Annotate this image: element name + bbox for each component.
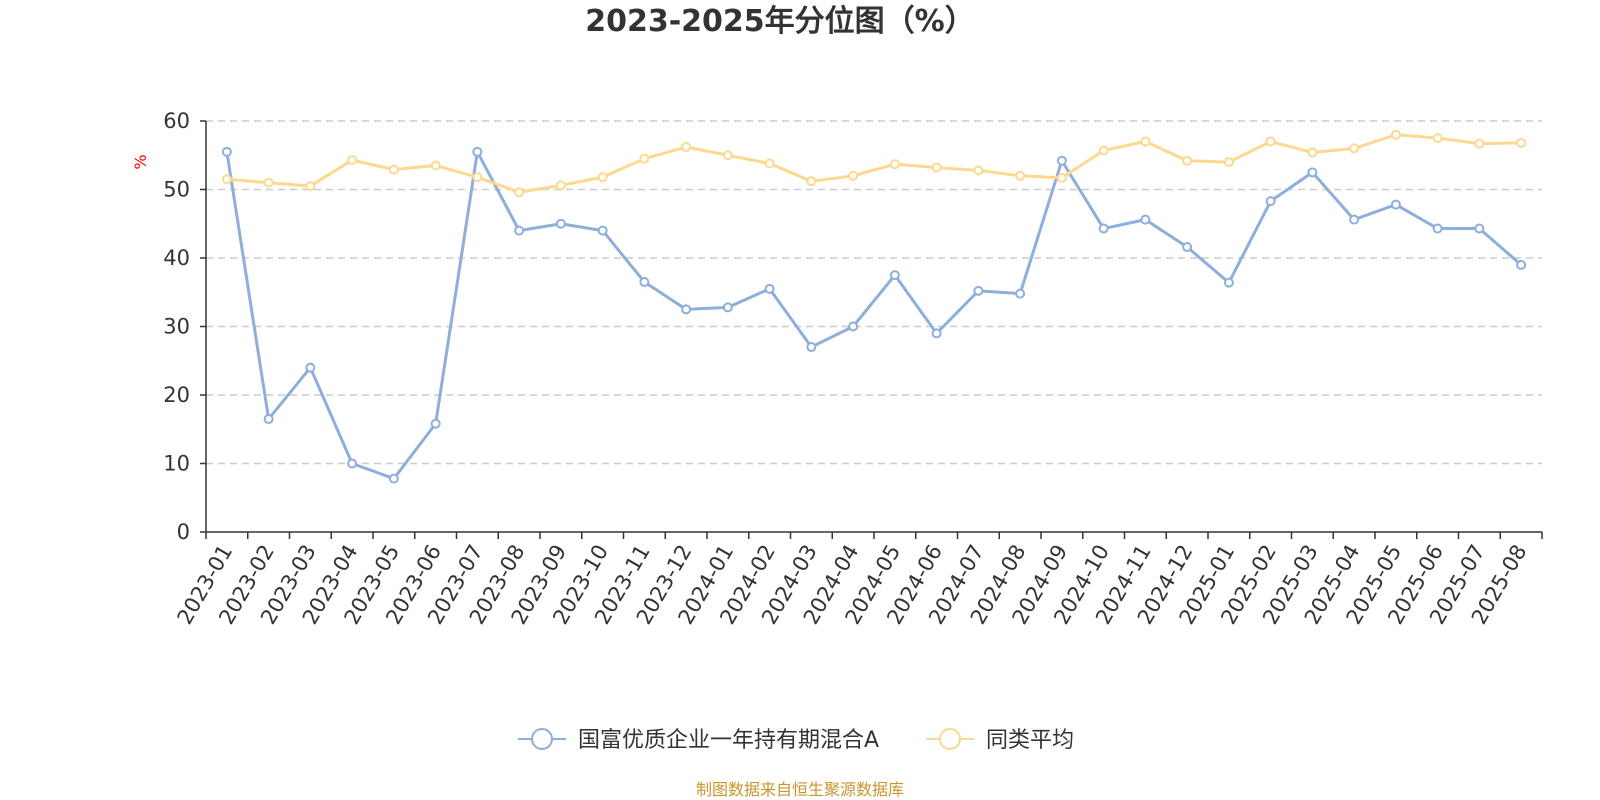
data-point bbox=[263, 413, 274, 424]
y-tick-label: 50 bbox=[163, 178, 190, 202]
data-point bbox=[1516, 137, 1527, 148]
legend-marker-circle-2 bbox=[939, 728, 961, 750]
data-point bbox=[681, 142, 692, 153]
data-point bbox=[764, 158, 775, 169]
data-point bbox=[1015, 170, 1026, 181]
data-point bbox=[1307, 167, 1318, 178]
data-point bbox=[1056, 172, 1067, 183]
data-point bbox=[1474, 223, 1485, 234]
data-point bbox=[1265, 196, 1276, 207]
data-point bbox=[305, 362, 316, 373]
data-point bbox=[430, 418, 441, 429]
data-point bbox=[472, 172, 483, 183]
data-point bbox=[889, 270, 900, 281]
data-point bbox=[848, 321, 859, 332]
data-point bbox=[388, 473, 399, 484]
x-tick-labels: 2023-012023-022023-032023-042023-052023-… bbox=[173, 541, 1532, 629]
data-point bbox=[1349, 143, 1360, 154]
chart-title: 2023-2025年分位图（%） bbox=[585, 4, 975, 39]
data-point bbox=[1307, 147, 1318, 158]
data-point bbox=[305, 181, 316, 192]
data-point bbox=[597, 172, 608, 183]
data-point bbox=[472, 146, 483, 157]
data-point bbox=[1056, 155, 1067, 166]
data-point bbox=[1015, 288, 1026, 299]
y-tick-label: 0 bbox=[177, 520, 190, 544]
data-point bbox=[1474, 138, 1485, 149]
legend-item-series-1[interactable]: 国富优质企业一年持有期混合A bbox=[518, 728, 879, 753]
data-point bbox=[1182, 242, 1193, 253]
data-point bbox=[347, 458, 358, 469]
y-axis-unit: % bbox=[131, 154, 150, 169]
data-point bbox=[555, 180, 566, 191]
data-point bbox=[1140, 136, 1151, 147]
data-point bbox=[263, 177, 274, 188]
series-line-1 bbox=[225, 150, 1523, 481]
y-tick-label: 20 bbox=[163, 383, 190, 407]
legend-label-2: 同类平均 bbox=[986, 728, 1074, 753]
data-point bbox=[848, 170, 859, 181]
grid-lines bbox=[200, 120, 1542, 533]
data-point bbox=[1432, 133, 1443, 144]
data-point bbox=[597, 225, 608, 236]
data-point bbox=[639, 153, 650, 164]
legend-marker-circle-1 bbox=[531, 728, 553, 750]
data-point bbox=[973, 285, 984, 296]
data-point bbox=[514, 187, 525, 198]
data-point bbox=[806, 176, 817, 187]
data-point bbox=[973, 165, 984, 176]
data-point bbox=[221, 146, 232, 157]
data-point bbox=[1223, 157, 1234, 168]
legend-label-1: 国富优质企业一年持有期混合A bbox=[578, 728, 879, 753]
data-point bbox=[681, 304, 692, 315]
y-tick-label: 60 bbox=[163, 109, 190, 133]
data-point bbox=[1390, 129, 1401, 140]
source-note: 制图数据来自恒生聚源数据库 bbox=[696, 780, 904, 799]
series-2 bbox=[221, 129, 1527, 198]
data-point bbox=[1432, 223, 1443, 234]
data-point bbox=[889, 159, 900, 170]
series-1 bbox=[221, 146, 1527, 484]
data-point bbox=[1349, 214, 1360, 225]
data-point bbox=[1265, 136, 1276, 147]
y-tick-labels: 0 10 20 30 40 50 60 bbox=[163, 109, 190, 544]
data-point bbox=[764, 283, 775, 294]
data-point bbox=[1223, 277, 1234, 288]
data-point bbox=[388, 164, 399, 175]
y-tick-label: 30 bbox=[163, 315, 190, 339]
data-point bbox=[1182, 155, 1193, 166]
series-lines bbox=[221, 129, 1527, 484]
data-point bbox=[806, 342, 817, 353]
data-point bbox=[221, 174, 232, 185]
data-point bbox=[1390, 199, 1401, 210]
data-point bbox=[931, 328, 942, 339]
data-point bbox=[722, 302, 733, 313]
data-point bbox=[430, 160, 441, 171]
data-point bbox=[1098, 223, 1109, 234]
series-line-2 bbox=[226, 133, 1522, 194]
data-point bbox=[347, 155, 358, 166]
axes bbox=[205, 121, 1543, 539]
data-point bbox=[1140, 214, 1151, 225]
legend[interactable]: 国富优质企业一年持有期混合A 同类平均 bbox=[518, 728, 1074, 753]
y-tick-label: 10 bbox=[163, 452, 190, 476]
data-point bbox=[722, 150, 733, 161]
data-point bbox=[1516, 259, 1527, 270]
data-point bbox=[931, 162, 942, 173]
y-tick-label: 40 bbox=[163, 246, 190, 270]
data-point bbox=[639, 276, 650, 287]
data-point bbox=[1098, 145, 1109, 156]
legend-item-series-2[interactable]: 同类平均 bbox=[926, 728, 1074, 753]
data-point bbox=[514, 225, 525, 236]
data-point bbox=[555, 218, 566, 229]
